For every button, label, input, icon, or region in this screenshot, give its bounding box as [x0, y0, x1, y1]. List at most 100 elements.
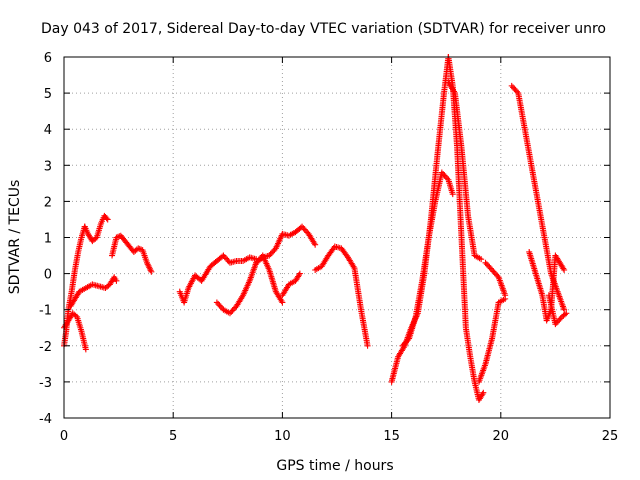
data-point	[82, 346, 89, 353]
data-point	[78, 328, 89, 351]
data-point	[272, 232, 285, 252]
y-tick-label: 2	[44, 195, 52, 210]
y-tick-label: 1	[44, 232, 52, 247]
x-tick-label: 20	[493, 429, 510, 444]
data-point	[419, 236, 432, 284]
data-point	[89, 235, 99, 245]
data-point	[93, 221, 104, 241]
data-point	[113, 277, 120, 284]
series-mid-c	[253, 223, 319, 266]
series-late-c	[399, 169, 456, 349]
y-axis: -4 -3 -2 -1 0 1 2 3 4 5 6	[39, 51, 610, 427]
data-point	[122, 238, 132, 249]
data-point	[325, 245, 337, 259]
data-point	[563, 310, 570, 317]
data-point	[561, 266, 568, 273]
data-point	[240, 279, 252, 299]
series-late-i	[545, 292, 570, 328]
y-axis-label: SDTVAR / TECUs	[7, 180, 23, 295]
data-point	[406, 315, 419, 342]
data-point	[451, 90, 465, 149]
data-point	[495, 296, 507, 306]
data-point	[482, 337, 495, 367]
data-point	[412, 279, 425, 320]
data-point	[434, 91, 447, 158]
data-point	[272, 288, 285, 304]
y-tick-label: -3	[39, 376, 52, 391]
data-point	[445, 176, 456, 196]
data-point	[508, 82, 520, 95]
data-point	[432, 171, 445, 205]
data-point	[181, 286, 191, 306]
data-point	[292, 272, 302, 284]
series-late-e	[475, 295, 509, 385]
x-tick-label: 5	[169, 429, 177, 444]
data-point	[526, 248, 539, 275]
data-point	[104, 216, 111, 223]
data-point	[465, 212, 478, 257]
series-mid-e	[312, 243, 371, 349]
data-point	[296, 270, 303, 277]
data-point	[364, 342, 371, 349]
data-point	[467, 353, 478, 384]
data-point	[502, 292, 509, 299]
series-early-c	[81, 212, 111, 245]
data-point	[462, 324, 473, 358]
data-point	[399, 337, 411, 349]
data-point	[388, 355, 401, 385]
y-tick-label: -1	[39, 304, 52, 319]
data-point	[305, 230, 318, 247]
data-point	[139, 247, 150, 264]
series-late-a	[388, 54, 452, 385]
y-tick-label: -4	[39, 412, 52, 427]
data-point	[246, 261, 259, 284]
data-point	[449, 191, 456, 198]
data-point	[521, 126, 535, 167]
data-point	[68, 268, 78, 295]
data-point	[528, 162, 541, 203]
data-point	[266, 246, 278, 259]
data-point	[279, 230, 291, 239]
series-late-d	[445, 79, 485, 263]
data-point	[475, 362, 488, 385]
data-point	[198, 264, 213, 284]
data-point	[81, 223, 91, 236]
data-point	[532, 270, 545, 297]
data-point	[438, 169, 451, 182]
data-point	[489, 266, 501, 279]
data-point	[312, 241, 319, 248]
series-late-g	[508, 82, 568, 313]
data-point	[454, 144, 465, 239]
data-point	[515, 90, 528, 131]
data-point	[299, 223, 311, 236]
data-point	[425, 200, 438, 241]
y-tick-label: -2	[39, 340, 52, 355]
data-point	[480, 389, 487, 396]
data-point	[478, 256, 485, 263]
x-tick-label: 0	[60, 429, 68, 444]
data-point	[358, 306, 371, 347]
y-tick-label: 6	[44, 51, 52, 66]
series-late-b	[445, 54, 487, 403]
data-point	[220, 252, 232, 265]
y-tick-label: 5	[44, 87, 52, 102]
data-point	[475, 391, 486, 403]
x-tick-label: 10	[274, 429, 291, 444]
x-tick-label: 25	[602, 429, 619, 444]
x-tick-label: 15	[383, 429, 400, 444]
series-early-e	[109, 232, 155, 275]
data-point	[471, 378, 482, 402]
y-tick-label: 4	[44, 123, 52, 138]
data-point	[489, 301, 502, 342]
x-axis: 0 5 10 15 20 25	[60, 57, 618, 444]
data-point	[279, 299, 286, 306]
data-point	[148, 268, 155, 275]
data-point	[74, 313, 84, 333]
data-point	[344, 254, 357, 270]
data-point	[312, 264, 324, 273]
data-point	[539, 292, 550, 322]
data-points	[61, 54, 570, 403]
data-point	[554, 288, 567, 312]
data-point	[545, 292, 558, 326]
